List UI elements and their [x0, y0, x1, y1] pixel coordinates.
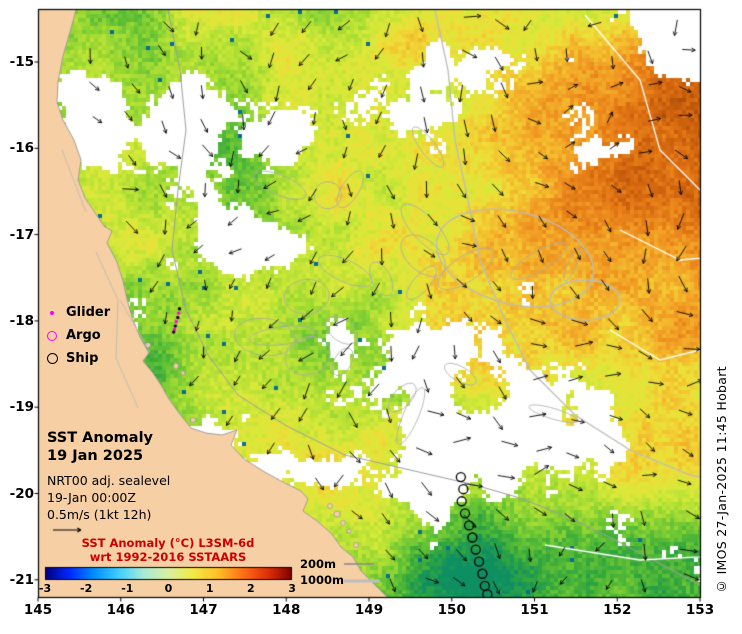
colorbar-title-line2: wrt 1992-2016 SSTAARS — [89, 550, 247, 564]
legend-item-argo: Argo — [44, 328, 101, 343]
y-tick-label: -15 — [9, 54, 34, 70]
colorbar-tick-label: -1 — [121, 582, 134, 595]
x-tick-label: 153 — [685, 602, 715, 618]
y-tick-label: -17 — [9, 226, 34, 243]
legend-item-ship: Ship — [44, 351, 98, 366]
glider-dot-icon — [44, 310, 60, 315]
y-tick-label: -19 — [9, 399, 34, 416]
legend-label-ship: Ship — [66, 351, 99, 366]
ship-circle-icon — [44, 353, 60, 364]
y-tick-label: -18 — [9, 312, 34, 329]
y-tick-label: -21 — [9, 571, 34, 588]
y-tick-label: -20 — [9, 485, 34, 502]
depth-label-1000m: 1000m — [300, 573, 344, 587]
colorbar-tick-label: 2 — [247, 582, 255, 595]
colorbar-tick-label: 0 — [164, 582, 173, 595]
argo-circle-icon — [44, 330, 60, 341]
analysis-label: NRT00 adj. sealevel — [47, 473, 171, 488]
x-tick-label: 151 — [520, 602, 549, 618]
figure-date: 19 Jan 2025 — [47, 448, 144, 464]
colorbar-tick-label: -3 — [38, 582, 52, 595]
colorbar-tick-label: 3 — [288, 582, 296, 595]
figure-title: SST Anomaly — [47, 430, 153, 446]
legend-label-argo: Argo — [66, 328, 101, 343]
x-tick-label: 148 — [272, 602, 301, 618]
x-tick-label: 150 — [437, 602, 466, 618]
colorbar-title-line1: SST Anomaly (°C) L3SM-6d — [81, 536, 255, 550]
legend-label-glider: Glider — [66, 305, 111, 320]
x-tick-label: 152 — [603, 602, 632, 618]
vector-scale-label: 0.5m/s (1kt 12h) — [47, 507, 152, 522]
credit-text: © IMOS 27-Jan-2025 11:45 Hobart — [714, 366, 729, 594]
legend-item-glider: Glider — [44, 305, 110, 320]
valid-time-label: 19-Jan 00:00Z — [47, 490, 136, 505]
y-tick-label: -16 — [9, 140, 34, 157]
x-tick-label: 149 — [354, 602, 384, 618]
x-tick-label: 146 — [106, 602, 135, 618]
depth-label-200m: 200m — [300, 557, 336, 571]
x-tick-label: 147 — [189, 602, 218, 618]
x-tick-label: 145 — [23, 602, 53, 618]
colorbar-tick-label: 1 — [205, 582, 214, 595]
colorbar-tick-label: -2 — [80, 582, 93, 595]
